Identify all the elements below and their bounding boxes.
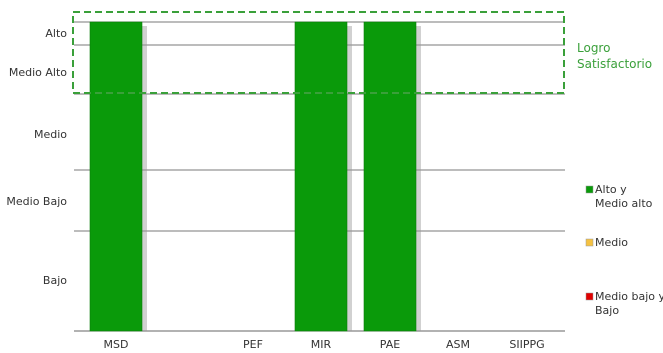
legend-label: Medio alto [595,197,653,210]
annotation-label: Logro [577,41,610,55]
y-tick-label: Medio Alto [9,66,67,79]
legend-swatch [585,292,594,301]
bar [363,21,417,332]
annotation-label: Satisfactorio [577,57,652,71]
y-tick-label: Medio [34,128,67,141]
legend-label: Alto y [595,183,627,196]
y-tick-label: Medio Bajo [6,195,67,208]
legend-label: Bajo [595,304,619,317]
legend-swatch [585,238,594,247]
legend-label: Medio [595,236,628,249]
x-axis-labels: MSD PEF MIR PAE ASM SIIPPG [104,338,545,351]
x-tick-label: MSD [104,338,129,351]
logro-satisfactorio-annotation: Logro Satisfactorio [72,11,652,94]
x-tick-label: ASM [446,338,470,351]
bars [89,21,421,332]
y-tick-label: Bajo [43,274,67,287]
x-tick-label: SIIPPG [509,338,544,351]
legend-swatch [585,185,594,194]
x-tick-label: PEF [243,338,263,351]
legend-label: Medio bajo y [595,290,663,303]
bar [294,21,348,332]
bar [89,21,143,332]
logro-satisfactorio-box [72,11,565,94]
y-tick-label: Alto [45,27,67,40]
x-tick-label: MIR [311,338,332,351]
x-tick-label: PAE [380,338,400,351]
y-axis-labels: Bajo Medio Bajo Medio Medio Alto Alto [6,27,67,287]
